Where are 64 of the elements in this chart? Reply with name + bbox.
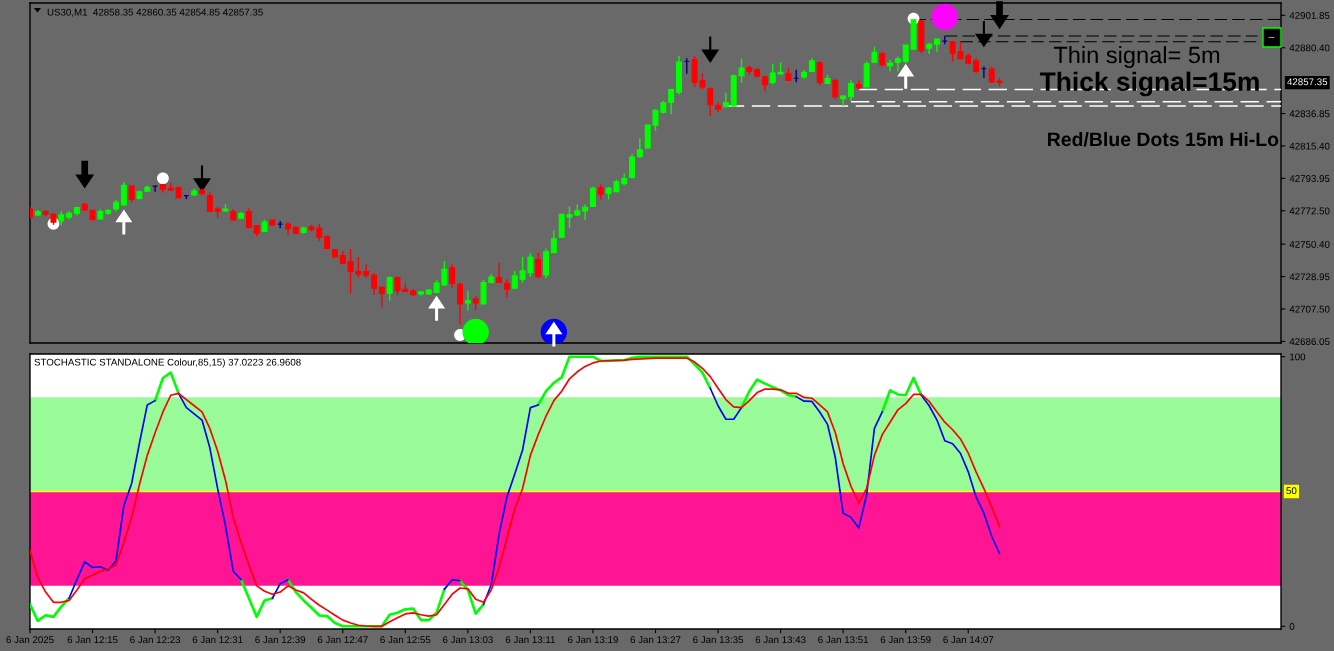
candlestick — [769, 63, 776, 86]
y-tick-label: 42686.05 — [1289, 338, 1330, 346]
x-tick-label: 6 Jan 12:39 — [255, 636, 306, 644]
point — [157, 172, 169, 185]
x-tick-label: 6 Jan 13:43 — [755, 636, 806, 644]
chart-title: STOCHASTIC STANDALONE Colour,85,15) 37.0223 26.9608 — [34, 358, 301, 368]
candlestick — [894, 55, 901, 73]
candlestick — [847, 79, 854, 102]
text: US30,M1 42858.35 42860.35 42854.85 42857.35 — [47, 8, 263, 17]
candlestick — [378, 286, 385, 308]
x-tick-label: 6 Jan 12:23 — [130, 636, 181, 644]
y-tick-label: 42707.50 — [1289, 305, 1330, 313]
x-tick-label: 6 Jan 13:03 — [442, 636, 493, 644]
y-tick-label: 100 — [1290, 353, 1306, 361]
point — [701, 36, 720, 63]
y-tick-label: 42793.95 — [1289, 175, 1330, 182]
candlestick — [543, 247, 550, 280]
candlestick — [535, 252, 542, 279]
candlestick — [386, 275, 393, 302]
y-tick-label: 42750.40 — [1289, 240, 1330, 248]
candlestick — [152, 185, 159, 193]
y-tick-label: 0 — [1289, 623, 1295, 630]
text: 42857.35 — [1287, 78, 1328, 86]
y-tick-label: 42728.95 — [1289, 273, 1330, 281]
x-tick-label: 6 Jan 14:07 — [943, 636, 994, 644]
y-tick-label: 42836.85 — [1289, 110, 1330, 118]
x-tick-label: 6 Jan 12:31 — [192, 636, 243, 644]
x-tick-label: 6 Jan 12:15 — [67, 636, 118, 644]
candlestick — [120, 181, 127, 207]
x-tick-label: 6 Jan 2025 — [6, 636, 54, 644]
candlestick — [636, 137, 643, 159]
candlestick — [840, 94, 847, 107]
x-tick-label: 6 Jan 13:51 — [818, 636, 869, 644]
candlestick — [722, 92, 729, 109]
candlestick — [457, 281, 464, 326]
x-tick-label: 6 Jan 13:59 — [880, 636, 931, 644]
ref-line-label: 50 — [1286, 487, 1297, 495]
x-tick-label: 6 Jan 13:35 — [693, 636, 744, 644]
x-tick-label: 6 Jan 12:47 — [317, 636, 368, 644]
y-tick-label: 42772.50 — [1289, 207, 1330, 215]
candlestick — [707, 86, 714, 117]
candlestick — [629, 153, 636, 179]
x-tick-label: 6 Jan 12:55 — [380, 636, 431, 644]
candlestick — [449, 263, 456, 289]
x-tick-label: 6 Jan 13:19 — [568, 636, 618, 644]
candlestick — [863, 60, 870, 89]
candlestick — [496, 262, 503, 284]
x-tick-label: 6 Jan 13:27 — [630, 636, 681, 644]
candlestick — [371, 272, 378, 296]
x-tick-label: 6 Jan 13:11 — [505, 636, 555, 644]
candlestick — [832, 77, 839, 101]
candlestick — [503, 278, 510, 299]
candlestick — [668, 88, 675, 115]
candlestick — [816, 60, 823, 87]
candlestick — [582, 203, 589, 221]
candlestick — [206, 191, 213, 213]
candlestick — [464, 290, 471, 312]
y-tick-label: 42901.85 — [1289, 12, 1330, 19]
y-tick-label: 42880.40 — [1289, 44, 1330, 52]
annotation: Red/Blue Dots 15m Hi-Lo — [1048, 131, 1279, 147]
annotation: Thin signal= 5m — [1053, 46, 1220, 68]
point — [931, 3, 958, 31]
y-tick-label: 42815.40 — [1289, 142, 1330, 150]
point — [462, 318, 489, 343]
